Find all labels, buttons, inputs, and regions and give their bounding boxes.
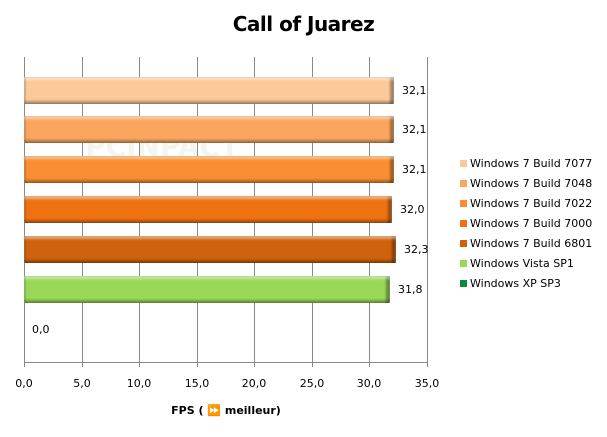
bar-value-label: 32,3 <box>404 243 429 256</box>
x-tick <box>197 362 198 367</box>
x-tick <box>254 362 255 367</box>
bar <box>24 77 394 104</box>
chart-title: Call of Juarez <box>232 12 375 36</box>
legend-item: Windows Vista SP1 <box>460 257 592 277</box>
legend-swatch <box>460 280 467 287</box>
x-tick-label: 5,0 <box>73 377 91 390</box>
legend-swatch <box>460 180 467 187</box>
legend-label: Windows 7 Build 6801 <box>470 237 593 250</box>
legend-label: Windows 7 Build 7022 <box>470 197 593 210</box>
x-tick-label: 25,0 <box>299 377 325 390</box>
x-tick-label: 10,0 <box>126 377 152 390</box>
legend: Windows 7 Build 7077 Windows 7 Build 7048… <box>460 157 592 297</box>
x-tick-label: 15,0 <box>184 377 210 390</box>
legend-item: Windows 7 Build 7077 <box>460 157 592 177</box>
x-tick <box>24 362 25 367</box>
bar <box>24 196 392 223</box>
x-axis-label: FPS ( ⏩ meilleur) <box>171 404 281 417</box>
legend-item: Windows 7 Build 7000 <box>460 217 592 237</box>
x-tick <box>312 362 313 367</box>
x-tick-label: 20,0 <box>241 377 267 390</box>
bar-value-label: 32,1 <box>402 84 427 97</box>
legend-label: Windows 7 Build 7048 <box>470 177 593 190</box>
x-tick <box>139 362 140 367</box>
legend-swatch <box>460 160 467 167</box>
bar-value-label: 31,8 <box>398 283 423 296</box>
x-tick-label: 35,0 <box>414 377 440 390</box>
x-axis-line <box>24 362 428 363</box>
x-tick <box>82 362 83 367</box>
bar-value-label: 32,1 <box>402 163 427 176</box>
legend-swatch <box>460 200 467 207</box>
x-tick <box>427 362 428 367</box>
bar <box>24 156 394 183</box>
bar <box>24 116 394 143</box>
x-tick <box>369 362 370 367</box>
legend-label: Windows Vista SP1 <box>470 257 574 270</box>
gridline <box>427 57 428 362</box>
x-tick-label: 30,0 <box>356 377 382 390</box>
bar <box>24 236 396 263</box>
legend-swatch <box>460 220 467 227</box>
legend-item: Windows 7 Build 7022 <box>460 197 592 217</box>
legend-label: Windows XP SP3 <box>470 277 561 290</box>
legend-label: Windows 7 Build 7077 <box>470 157 593 170</box>
legend-item: Windows XP SP3 <box>460 277 592 297</box>
legend-item: Windows 7 Build 6801 <box>460 237 592 257</box>
legend-label: Windows 7 Build 7000 <box>470 217 593 230</box>
legend-swatch <box>460 240 467 247</box>
bar-value-label: 32,0 <box>400 203 425 216</box>
bar <box>24 276 390 303</box>
legend-item: Windows 7 Build 7048 <box>460 177 592 197</box>
bar-value-label: 32,1 <box>402 123 427 136</box>
x-tick-label: 0,0 <box>15 377 33 390</box>
legend-swatch <box>460 260 467 267</box>
bar-value-label: 0,0 <box>32 323 50 336</box>
